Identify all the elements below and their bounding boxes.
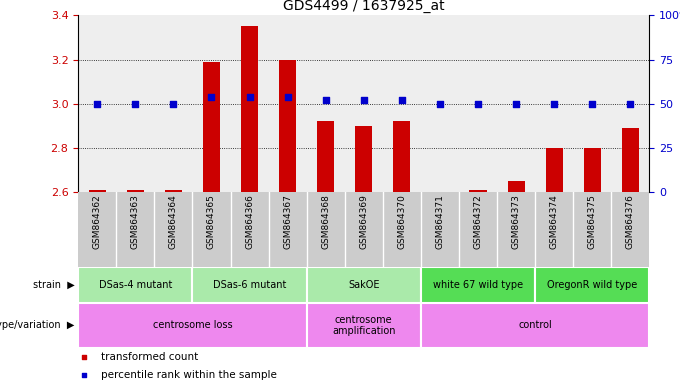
Text: DSas-4 mutant: DSas-4 mutant xyxy=(99,280,172,290)
Text: GSM864371: GSM864371 xyxy=(435,194,445,249)
Title: GDS4499 / 1637925_at: GDS4499 / 1637925_at xyxy=(283,0,445,13)
Bar xyxy=(307,303,421,348)
Point xyxy=(92,101,103,107)
Text: percentile rank within the sample: percentile rank within the sample xyxy=(101,370,277,380)
Bar xyxy=(393,121,411,192)
Text: GSM864375: GSM864375 xyxy=(588,194,597,249)
Bar xyxy=(78,267,192,303)
Text: strain  ▶: strain ▶ xyxy=(33,280,75,290)
Point xyxy=(168,101,179,107)
Bar xyxy=(241,26,258,192)
Point xyxy=(130,101,141,107)
Text: centrosome loss: centrosome loss xyxy=(152,320,233,331)
Text: GSM864365: GSM864365 xyxy=(207,194,216,249)
Point xyxy=(358,97,369,103)
Text: GSM864362: GSM864362 xyxy=(92,194,102,249)
Point xyxy=(206,94,217,100)
Bar xyxy=(279,60,296,192)
Point xyxy=(320,97,331,103)
Text: GSM864376: GSM864376 xyxy=(626,194,635,249)
Bar xyxy=(165,190,182,192)
Point xyxy=(625,101,636,107)
Text: transformed count: transformed count xyxy=(101,352,199,362)
Text: control: control xyxy=(518,320,552,331)
Text: centrosome
amplification: centrosome amplification xyxy=(332,314,396,336)
Text: GSM864369: GSM864369 xyxy=(359,194,369,249)
Bar xyxy=(355,126,373,192)
Point xyxy=(78,354,89,360)
Bar xyxy=(88,190,106,192)
Text: GSM864373: GSM864373 xyxy=(511,194,521,249)
Text: GSM864372: GSM864372 xyxy=(473,194,483,249)
Point xyxy=(473,101,483,107)
Text: white 67 wild type: white 67 wild type xyxy=(433,280,523,290)
Bar xyxy=(469,190,487,192)
Text: GSM864374: GSM864374 xyxy=(549,194,559,249)
Bar xyxy=(78,303,307,348)
Bar xyxy=(317,121,335,192)
Point xyxy=(244,94,255,100)
Bar xyxy=(545,148,563,192)
Bar xyxy=(307,267,421,303)
Bar xyxy=(507,181,525,192)
Bar xyxy=(583,148,601,192)
Point xyxy=(587,101,598,107)
Bar xyxy=(622,128,639,192)
Point xyxy=(282,94,293,100)
Bar xyxy=(535,267,649,303)
Text: GSM864370: GSM864370 xyxy=(397,194,407,249)
Text: GSM864368: GSM864368 xyxy=(321,194,330,249)
Bar xyxy=(126,190,144,192)
Text: GSM864364: GSM864364 xyxy=(169,194,178,249)
Text: GSM864367: GSM864367 xyxy=(283,194,292,249)
Text: DSas-6 mutant: DSas-6 mutant xyxy=(213,280,286,290)
Text: genotype/variation  ▶: genotype/variation ▶ xyxy=(0,320,75,331)
Text: OregonR wild type: OregonR wild type xyxy=(547,280,637,290)
Point xyxy=(549,101,560,107)
Point xyxy=(78,372,89,378)
Point xyxy=(511,101,522,107)
Bar xyxy=(203,62,220,192)
Text: GSM864366: GSM864366 xyxy=(245,194,254,249)
Bar xyxy=(421,303,649,348)
Text: GSM864363: GSM864363 xyxy=(131,194,140,249)
Point xyxy=(435,101,445,107)
Point xyxy=(396,97,407,103)
Text: SakOE: SakOE xyxy=(348,280,379,290)
Bar xyxy=(192,267,307,303)
Bar xyxy=(421,267,535,303)
